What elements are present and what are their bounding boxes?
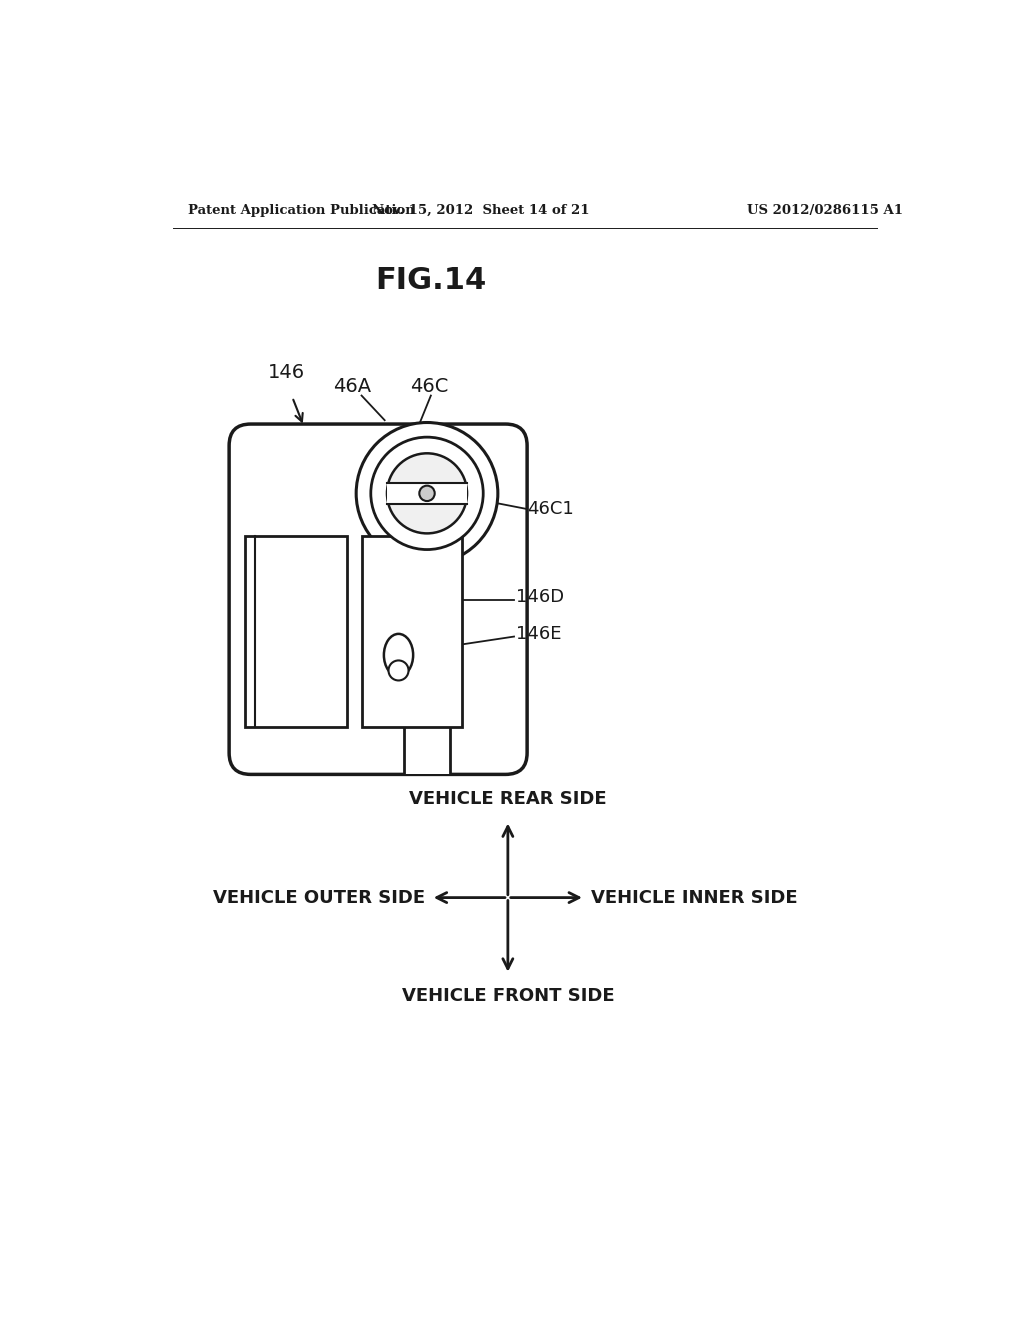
Bar [245,536,347,726]
Bar [387,483,467,504]
Ellipse shape [384,634,413,676]
Circle shape [356,422,498,564]
Text: Patent Application Publication: Patent Application Publication [188,205,415,218]
Text: Nov. 15, 2012  Sheet 14 of 21: Nov. 15, 2012 Sheet 14 of 21 [372,205,590,218]
Text: 46A: 46A [333,376,372,396]
Text: VEHICLE FRONT SIDE: VEHICLE FRONT SIDE [401,987,614,1005]
Circle shape [387,453,467,533]
Text: 146E: 146E [515,626,561,643]
FancyBboxPatch shape [229,424,527,775]
Text: VEHICLE OUTER SIDE: VEHICLE OUTER SIDE [213,888,425,907]
Text: 46C: 46C [411,376,449,396]
Text: 146D: 146D [515,589,563,606]
Circle shape [371,437,483,549]
Bar [403,516,451,775]
Text: VEHICLE REAR SIDE: VEHICLE REAR SIDE [409,791,606,808]
Text: 46C1: 46C1 [527,500,573,517]
Bar [361,536,462,726]
Text: 146: 146 [267,363,305,381]
Text: FIG.14: FIG.14 [375,265,486,294]
Circle shape [388,660,409,681]
Text: VEHICLE INNER SIDE: VEHICLE INNER SIDE [591,888,798,907]
Text: US 2012/0286115 A1: US 2012/0286115 A1 [746,205,902,218]
Circle shape [419,486,435,502]
